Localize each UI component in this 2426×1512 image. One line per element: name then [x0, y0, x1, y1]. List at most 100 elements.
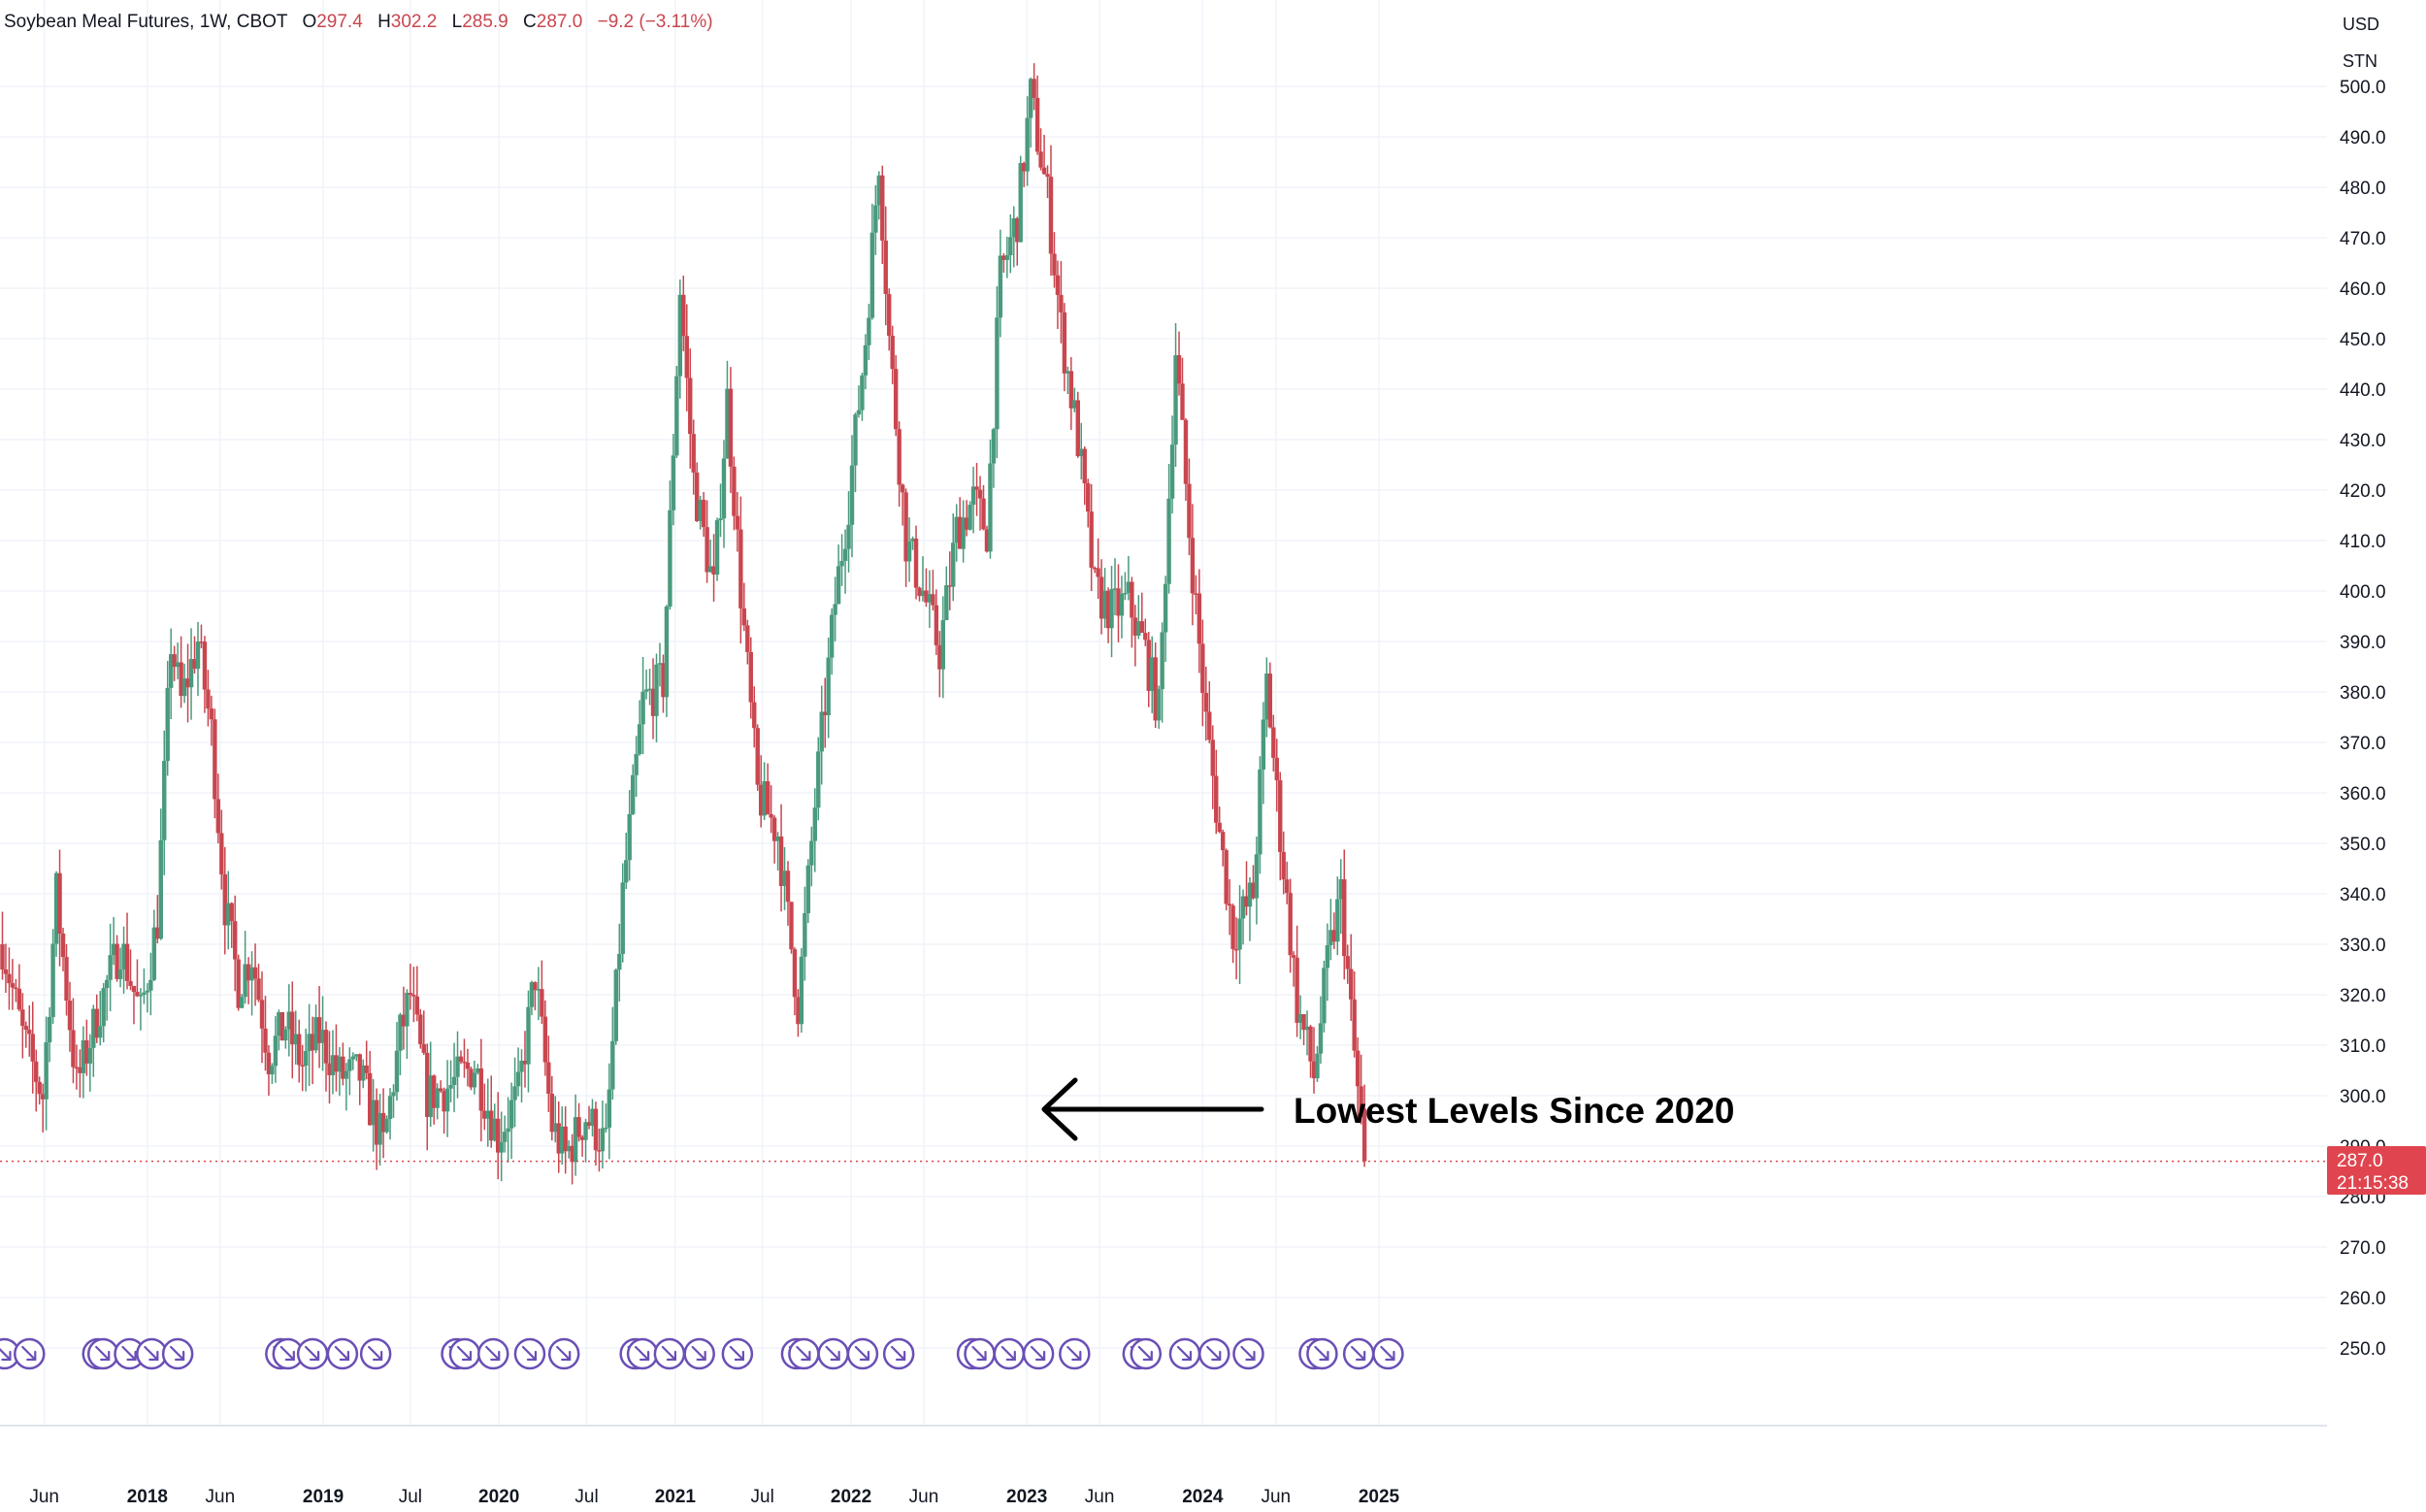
- candle-body: [1278, 780, 1283, 852]
- event-marker-icon[interactable]: [1059, 1337, 1091, 1370]
- candle-body: [1123, 592, 1128, 595]
- candle-body: [630, 774, 636, 814]
- event-marker-icon[interactable]: [817, 1337, 849, 1370]
- candlestick-series: [0, 63, 1367, 1185]
- price-tick-label: 500.0: [2340, 78, 2386, 98]
- candle-body: [475, 1068, 480, 1073]
- event-marker-icon[interactable]: [1232, 1337, 1264, 1370]
- candle-body: [856, 410, 862, 415]
- candle-body: [759, 784, 764, 816]
- event-marker-icon[interactable]: [86, 1337, 119, 1370]
- event-marker-icon[interactable]: [788, 1337, 820, 1370]
- event-marker-icon[interactable]: [513, 1337, 546, 1370]
- candle-body: [782, 871, 787, 886]
- candle-body: [1301, 1014, 1306, 1031]
- event-marker-icon[interactable]: [1130, 1337, 1163, 1370]
- candle-body: [1267, 674, 1273, 728]
- candle-body: [1038, 151, 1043, 168]
- event-marker-icon[interactable]: [448, 1337, 481, 1370]
- event-marker-icon[interactable]: [1022, 1337, 1055, 1370]
- symbol-title[interactable]: Soybean Meal Futures, 1W, CBOT: [4, 12, 288, 32]
- event-marker-icon[interactable]: [547, 1337, 580, 1370]
- candle-body: [138, 994, 144, 997]
- event-markers[interactable]: [0, 1337, 1404, 1370]
- candle-body: [860, 375, 865, 411]
- candle-body: [593, 1108, 599, 1151]
- event-marker-icon[interactable]: [359, 1337, 392, 1370]
- event-marker-icon[interactable]: [993, 1337, 1026, 1370]
- event-marker-icon[interactable]: [964, 1337, 996, 1370]
- candle-body: [135, 992, 140, 997]
- candle-body: [91, 1008, 96, 1048]
- candle-body: [977, 489, 983, 499]
- candle-body: [964, 517, 969, 530]
- candle-body: [300, 1065, 305, 1067]
- candle-body: [1203, 692, 1209, 712]
- candle-body: [1240, 896, 1246, 919]
- candle-body: [111, 943, 116, 956]
- candle-body: [1197, 593, 1202, 644]
- candle-body: [1180, 383, 1185, 420]
- candle-body: [1254, 854, 1260, 899]
- event-marker-icon[interactable]: [626, 1337, 659, 1370]
- candle-body: [1217, 822, 1222, 833]
- candle-body: [148, 979, 153, 991]
- candle-body: [293, 1034, 298, 1045]
- candle-body: [900, 484, 905, 493]
- candle-body: [121, 943, 126, 970]
- candle-body: [283, 1029, 288, 1041]
- candle-body: [893, 369, 899, 430]
- candle-body: [576, 1117, 581, 1137]
- event-marker-icon[interactable]: [653, 1337, 686, 1370]
- candle-body: [785, 871, 791, 903]
- candle-body: [707, 566, 713, 573]
- candle-body: [1173, 355, 1178, 445]
- candle-body: [367, 1072, 373, 1126]
- candle-body: [643, 689, 649, 692]
- price-tag: 287.0 21:15:38: [2327, 1146, 2426, 1195]
- candle-body: [60, 934, 66, 958]
- time-tick-label: Jun: [206, 1487, 236, 1507]
- time-tick-label: 2018: [127, 1487, 168, 1507]
- candle-body: [657, 663, 663, 665]
- candle-body: [1264, 674, 1269, 720]
- candle-body: [1304, 1026, 1310, 1031]
- price-scale[interactable]: 250.0260.0270.0280.0290.0300.0310.0320.0…: [2340, 78, 2386, 1360]
- event-marker-icon[interactable]: [296, 1337, 329, 1370]
- price-tag-box: [2327, 1146, 2426, 1195]
- event-marker-icon[interactable]: [1372, 1337, 1404, 1370]
- event-marker-icon[interactable]: [161, 1337, 194, 1370]
- event-marker-icon[interactable]: [1198, 1337, 1230, 1370]
- close-label: C: [523, 12, 537, 32]
- candle-body: [812, 807, 817, 841]
- candle-body: [1251, 882, 1256, 899]
- candle-body: [249, 967, 254, 981]
- event-marker-icon[interactable]: [1342, 1337, 1375, 1370]
- candle-body: [771, 817, 777, 841]
- candle-body: [974, 486, 979, 490]
- low-label: L: [451, 12, 463, 32]
- event-marker-icon[interactable]: [683, 1337, 715, 1370]
- candle-body: [762, 781, 767, 816]
- event-marker-icon[interactable]: [326, 1337, 359, 1370]
- event-marker-icon[interactable]: [721, 1337, 754, 1370]
- event-marker-icon[interactable]: [1168, 1337, 1201, 1370]
- annotation-text: Lowest Levels Since 2020: [1294, 1091, 1735, 1131]
- candle-body: [236, 959, 241, 1008]
- unit-button[interactable]: STN: [2331, 45, 2420, 78]
- candle-body: [542, 1016, 548, 1063]
- candle-body: [243, 964, 247, 998]
- event-marker-icon[interactable]: [882, 1337, 915, 1370]
- candle-body: [209, 708, 214, 720]
- event-marker-icon[interactable]: [1306, 1337, 1338, 1370]
- event-marker-icon[interactable]: [136, 1337, 168, 1370]
- event-marker-icon[interactable]: [14, 1337, 46, 1370]
- time-scale[interactable]: Jun 2018 Jun 2019 Jul 2020 Jul 2021 Jul 2022 Jun 20…: [29, 1487, 1399, 1507]
- candle-body: [425, 1052, 430, 1117]
- event-marker-icon[interactable]: [846, 1337, 879, 1370]
- candle-body: [1169, 444, 1175, 499]
- currency-button[interactable]: USD: [2331, 8, 2420, 41]
- event-marker-icon[interactable]: [476, 1337, 509, 1370]
- candle-body: [536, 989, 541, 991]
